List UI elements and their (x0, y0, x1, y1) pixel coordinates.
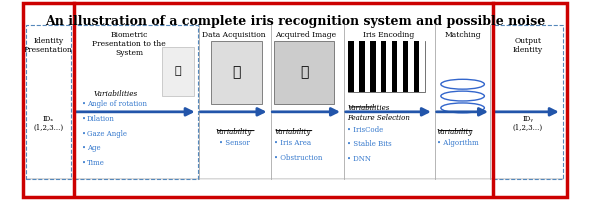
FancyBboxPatch shape (365, 41, 370, 92)
FancyBboxPatch shape (348, 41, 354, 92)
Text: Identity
Presentation: Identity Presentation (24, 37, 73, 54)
Text: Variabilities: Variabilities (348, 104, 389, 112)
FancyBboxPatch shape (359, 41, 365, 92)
Text: Angle of rotation: Angle of rotation (87, 100, 147, 108)
Text: Variability: Variability (437, 128, 473, 136)
Text: • Algorithm: • Algorithm (437, 139, 479, 147)
FancyBboxPatch shape (414, 41, 419, 92)
FancyBboxPatch shape (408, 41, 414, 92)
Text: •: • (81, 144, 88, 152)
FancyBboxPatch shape (392, 41, 397, 92)
Text: Feature Selection: Feature Selection (348, 114, 410, 122)
Text: IDₓ
(1,2,3...): IDₓ (1,2,3...) (34, 115, 64, 132)
Text: An illustration of a complete iris recognition system and possible noise: An illustration of a complete iris recog… (45, 15, 545, 28)
FancyBboxPatch shape (370, 41, 376, 92)
Text: Variability: Variability (274, 128, 311, 136)
Text: Biometric
Presentation to the
System: Biometric Presentation to the System (92, 31, 166, 57)
Ellipse shape (441, 103, 484, 113)
Text: • DNN: • DNN (348, 155, 371, 163)
Text: Dilation: Dilation (87, 115, 115, 123)
FancyBboxPatch shape (419, 41, 425, 92)
Text: Variabilities: Variabilities (93, 90, 137, 98)
Text: Data Acquisition: Data Acquisition (202, 31, 266, 39)
Text: IDᵧ
(1,2,3...): IDᵧ (1,2,3...) (513, 115, 543, 132)
Text: • Sensor: • Sensor (219, 139, 250, 147)
FancyBboxPatch shape (441, 96, 484, 104)
FancyBboxPatch shape (386, 41, 392, 92)
FancyBboxPatch shape (162, 47, 194, 96)
Text: • Stable Bits: • Stable Bits (348, 140, 392, 148)
FancyBboxPatch shape (397, 41, 403, 92)
Text: Variability: Variability (216, 128, 253, 136)
Text: 👁: 👁 (300, 65, 309, 79)
FancyBboxPatch shape (348, 41, 425, 92)
FancyBboxPatch shape (381, 41, 386, 92)
Text: Gaze Angle: Gaze Angle (87, 130, 127, 138)
FancyBboxPatch shape (211, 41, 263, 104)
Ellipse shape (441, 91, 484, 101)
Text: 📷: 📷 (232, 65, 240, 79)
FancyBboxPatch shape (376, 41, 381, 92)
Text: Output
Identity: Output Identity (513, 37, 543, 54)
FancyBboxPatch shape (354, 41, 359, 92)
Text: • Obstruction: • Obstruction (274, 154, 323, 162)
Text: •: • (81, 159, 88, 167)
Text: •: • (81, 115, 88, 123)
Text: •: • (81, 100, 88, 108)
FancyBboxPatch shape (403, 41, 408, 92)
Text: Matching: Matching (444, 31, 481, 39)
Text: • Iris Area: • Iris Area (274, 139, 312, 147)
Text: Acquired Image: Acquired Image (276, 31, 336, 39)
Text: Time: Time (87, 159, 105, 167)
Text: • IrisCode: • IrisCode (348, 126, 384, 134)
Text: Iris Encoding: Iris Encoding (363, 31, 414, 39)
Ellipse shape (441, 79, 484, 89)
FancyBboxPatch shape (441, 84, 484, 92)
Text: 🖐: 🖐 (175, 66, 181, 76)
Text: Age: Age (87, 144, 101, 152)
Text: •: • (81, 130, 88, 138)
FancyBboxPatch shape (274, 41, 334, 104)
